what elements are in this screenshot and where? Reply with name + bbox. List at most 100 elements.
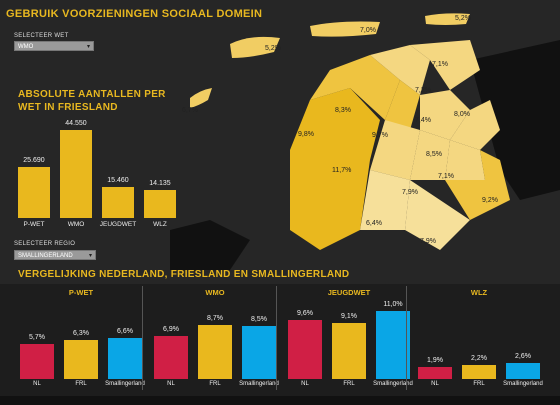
bar-value-label: 2,6% (515, 352, 531, 360)
neighbor-land (170, 220, 250, 270)
group-title: WLZ (470, 288, 488, 297)
chevron-down-icon: ▾ (88, 253, 92, 259)
absolute-bar-chart: 25.690 P-WET 44.550 WMO 15.460 JEUGDWET 14.135… (0, 118, 185, 233)
map-region-label: 9,7% (372, 132, 388, 139)
map-region-label: 7,1% (432, 61, 448, 68)
bar-jeugdwet-frl[interactable] (332, 322, 366, 379)
map-region-label: 5,2% (455, 15, 471, 22)
bar-category-label: WLZ (153, 221, 167, 228)
map-region-label: 8,0% (454, 111, 470, 118)
map-region-label: 6,7% (182, 107, 198, 114)
bar-wmo-nl[interactable] (154, 336, 188, 379)
map-region-label: 9,8% (298, 131, 314, 138)
region-sudwest-fryslan[interactable] (290, 88, 380, 250)
bar-jeugdwet-nl[interactable] (288, 319, 322, 379)
bar-category-label: Smallingerland (105, 381, 145, 387)
island-texel[interactable] (190, 88, 212, 108)
bar-category-label: JEUGDWET (99, 221, 137, 228)
wet-selector-value: WMO (18, 44, 34, 50)
map-region-label: 8,3% (335, 107, 351, 114)
map-region-label: 9,2% (482, 197, 498, 204)
bar-category-label: FRL (209, 381, 221, 387)
island-terschelling[interactable] (310, 21, 380, 37)
bar-category-label: Smallingerland (239, 381, 279, 387)
comparison-title: VERGELIJKING NEDERLAND, FRIESLAND EN SMA… (18, 269, 350, 280)
bar-value-label: 1,9% (427, 357, 443, 365)
region-heerenveen[interactable] (370, 120, 420, 180)
bar-value-label: 8,5% (251, 316, 267, 324)
group-title: JEUGDWET (327, 288, 371, 297)
map-region-label: 6,4% (366, 220, 382, 227)
bar-wlz-nl[interactable] (418, 367, 452, 379)
bar-value-label: 15.460 (107, 177, 129, 185)
bar-category-label: P-WET (23, 221, 45, 228)
bar-value-label: 9,1% (341, 312, 357, 320)
bar-value-label: 8,7% (207, 315, 223, 323)
region-tytsjerksteradiel[interactable] (420, 90, 470, 140)
comparison-bar-chart: P-WET 5,7% NL 6,3% FRL 6,6% Smallingerland WMO 6… (0, 284, 560, 394)
divider (142, 286, 143, 390)
chevron-down-icon: ▾ (86, 44, 90, 50)
bar-value-label: 25.690 (23, 157, 45, 165)
island-vlieland[interactable] (230, 36, 280, 58)
regio-selector[interactable]: SMALLINGERLAND ▾ (14, 250, 96, 260)
region-leeuwarden[interactable] (385, 80, 420, 130)
divider (406, 286, 407, 390)
wet-selector-label: SELECTEER WET (14, 33, 69, 39)
friesland-map: 5,2% 7,0% 5,2% 6,7% 7,1% 7,2% 8,3% 7,4% 8,0% 9,8%… (170, 13, 560, 270)
map-region-label: 5,2% (265, 45, 281, 52)
bar-wlz-smallingerland[interactable] (506, 362, 540, 379)
map-region-label: 7,0% (360, 27, 376, 34)
bar-category-label: FRL (75, 381, 87, 387)
map-region-label: 7,2% (415, 87, 431, 94)
map-region-label: 7,9% (402, 189, 418, 196)
footer-bar (0, 396, 560, 405)
bar-wlz-frl[interactable] (462, 365, 496, 379)
region-achtkarspelen[interactable] (450, 100, 500, 150)
bar-category-label: Smallingerland (373, 381, 413, 387)
page-title: GEBRUIK VOORZIENINGEN SOCIAAL DOMEIN (6, 8, 263, 20)
bar-value-label: 5,7% (29, 333, 45, 341)
regio-selector-label: SELECTEER REGIO (14, 241, 76, 247)
bar-p-wet[interactable] (18, 167, 50, 218)
region-waadhoeke[interactable] (370, 45, 430, 95)
bar-jeugdwet[interactable] (102, 187, 134, 218)
region-opsterland[interactable] (445, 140, 485, 180)
bar-category-label: Smallingerland (503, 381, 543, 387)
comparison-panel: VERGELIJKING NEDERLAND, FRIESLAND EN SMA… (0, 269, 560, 405)
region-de-fryske-marren[interactable] (360, 170, 410, 230)
bar-jeugdwet-smallingerland[interactable] (376, 311, 410, 379)
bar-value-label: 9,6% (297, 309, 313, 317)
bar-category-label: FRL (343, 381, 355, 387)
wet-selector[interactable]: WMO ▾ (14, 41, 94, 51)
region-noardeast[interactable] (410, 40, 480, 90)
regio-selector-value: SMALLINGERLAND (18, 253, 73, 259)
bar-value-label: 6,3% (73, 330, 89, 338)
bar-value-label: 44.550 (65, 120, 87, 127)
bar-p-wet-nl[interactable] (20, 343, 54, 379)
map-region-label: 7,9% (420, 238, 436, 245)
bar-category-label: NL (431, 381, 439, 387)
group-title: P-WET (68, 288, 94, 297)
map-region-label: 11,7% (332, 167, 351, 174)
divider (276, 286, 277, 390)
bar-category-label: FRL (473, 381, 485, 387)
bar-p-wet-frl[interactable] (64, 340, 98, 379)
region-ooststellingwerf[interactable] (445, 150, 510, 220)
bar-category-label: NL (301, 381, 309, 387)
region-smallingerland[interactable] (410, 130, 450, 180)
bar-wmo-frl[interactable] (198, 325, 232, 379)
map-region-label: 7,1% (438, 173, 454, 180)
bar-category-label: WMO (67, 221, 85, 228)
bar-wlz[interactable] (144, 190, 176, 218)
region-harlingen[interactable] (310, 55, 400, 120)
region-weststellingwerf[interactable] (405, 180, 470, 250)
group-title: WMO (205, 288, 225, 297)
bar-wmo-smallingerland[interactable] (242, 326, 276, 379)
island-ameland[interactable] (425, 13, 470, 25)
bar-wmo[interactable] (60, 130, 92, 218)
bar-value-label: 11,0% (383, 301, 403, 308)
bar-value-label: 6,6% (117, 328, 133, 336)
bar-p-wet-smallingerland[interactable] (108, 338, 142, 379)
bar-value-label: 2,2% (471, 355, 487, 363)
